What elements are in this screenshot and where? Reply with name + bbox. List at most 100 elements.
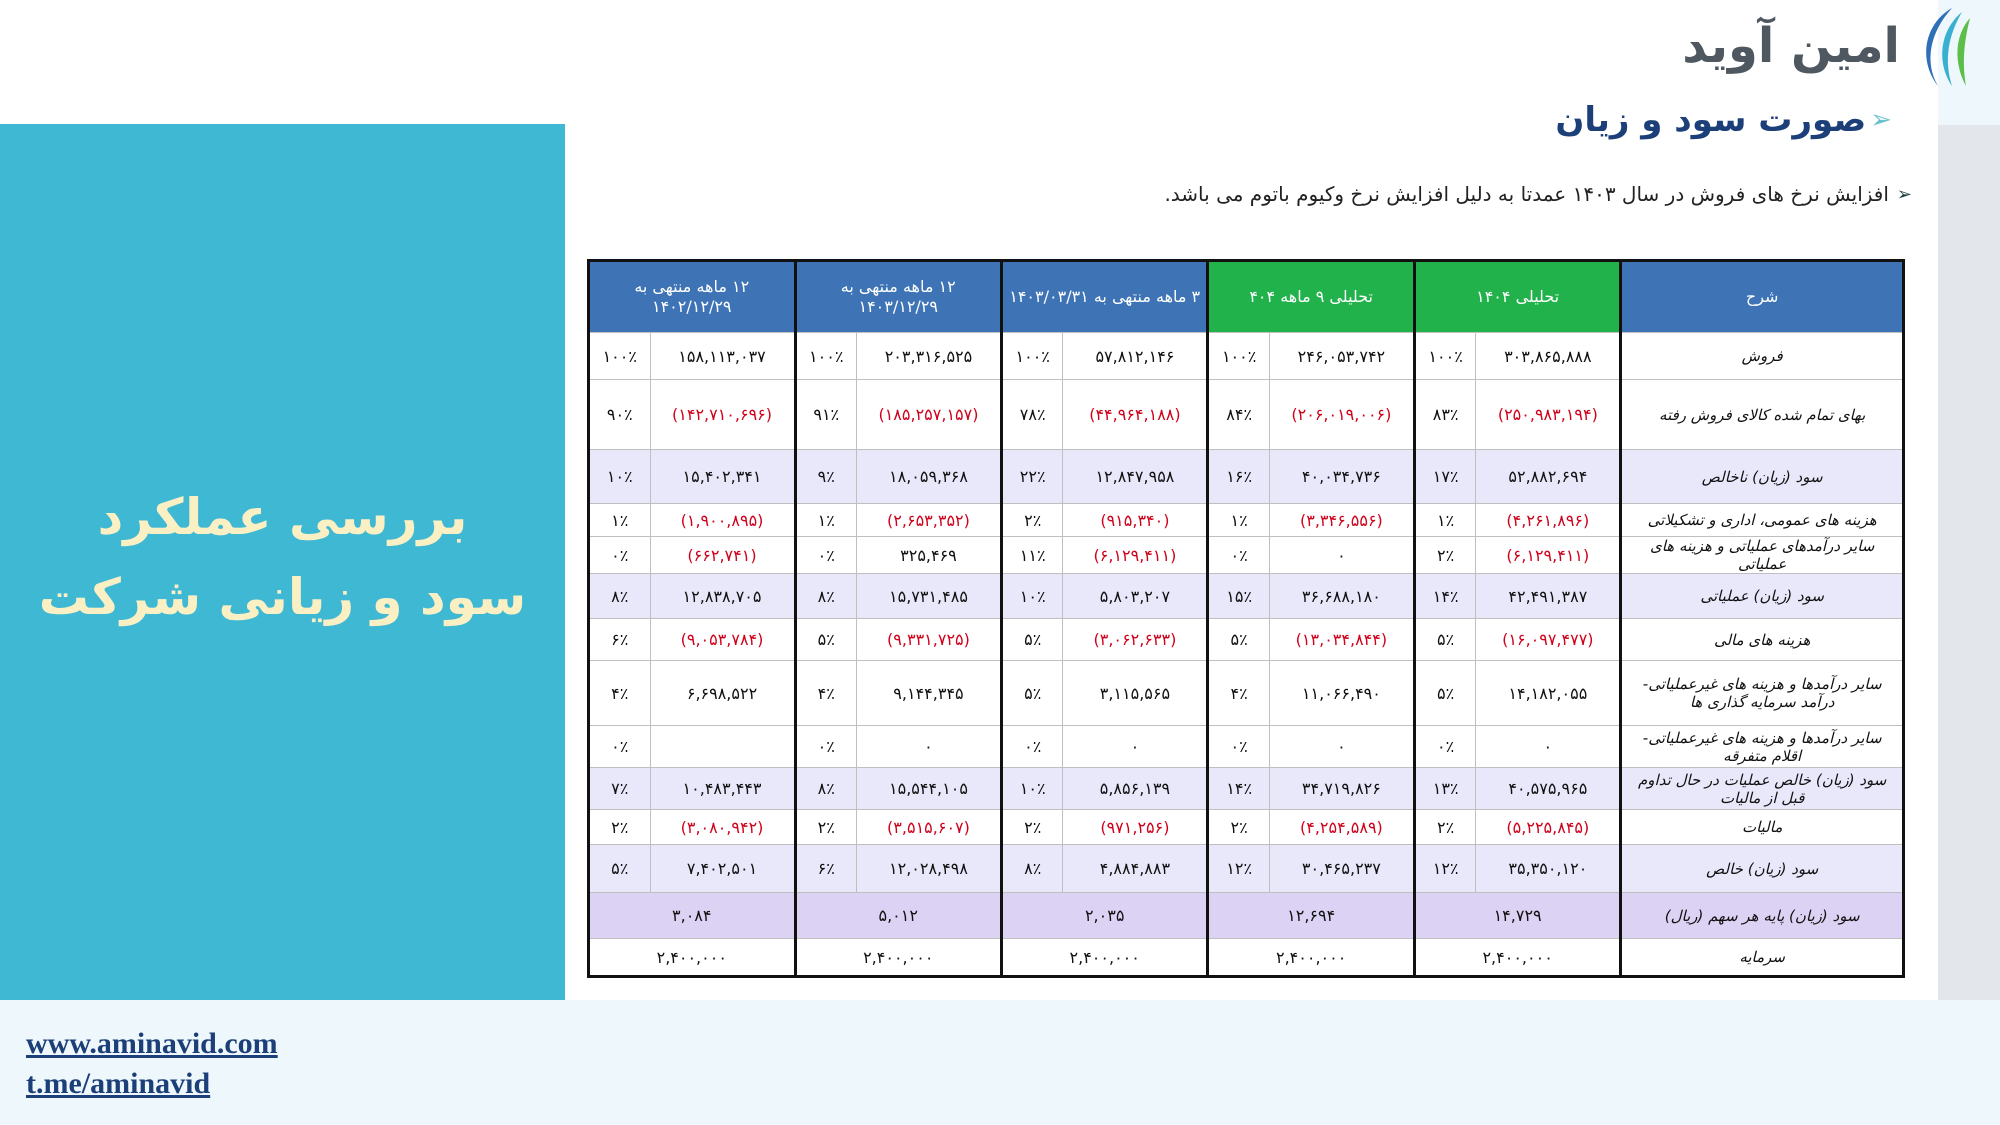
value-cell: ۳۶,۶۸۸,۱۸۰ (1268, 573, 1416, 619)
value-cell: (۳,۰۶۲,۶۳۳) (1062, 618, 1210, 661)
percent-cell: ۴٪ (588, 660, 651, 726)
value-cell: ۳۰۳,۸۶۵,۸۸۸ (1475, 332, 1623, 380)
value-cell: ۶,۶۹۸,۵۲۲ (649, 660, 797, 726)
value-cell: (۲۵۰,۹۸۳,۱۹۴) (1475, 379, 1623, 450)
value-cell: ۳۲۵,۴۶۹ (855, 536, 1003, 574)
capital-value: ۲,۴۰۰,۰۰۰ (1207, 938, 1416, 977)
percent-cell: ۹٪ (794, 449, 857, 504)
eps-row: سود (زیان) پایه هر سهم (ریال) ۱۴,۷۲۹ ۱۲,۶۹… (588, 892, 1904, 939)
value-cell: (۹۷۱,۲۵۶) (1062, 809, 1210, 845)
percent-cell: ۵٪ (1413, 618, 1477, 661)
value-cell: ۳,۱۱۵,۵۶۵ (1062, 660, 1210, 726)
value-cell: ۱۲,۸۳۸,۷۰۵ (649, 573, 797, 619)
footer-links: www.aminavid.com t.me/aminavid (26, 1024, 278, 1104)
arrow-bullet-icon: ➢ (1896, 183, 1912, 205)
percent-cell: ۱۶٪ (1207, 449, 1270, 504)
row-label: سود (زیان) خالص عملیات در حال تداوم قبل … (1620, 767, 1904, 810)
percent-cell: ۱۱٪ (1000, 536, 1064, 574)
table-row: سایر درآمدها و هزینه های غیرعملیاتی- درآ… (588, 660, 1904, 726)
value-cell: (۶,۱۲۹,۴۱۱) (1475, 536, 1623, 574)
row-label: سود (زیان) ناخالص (1620, 449, 1904, 504)
table-row: سایر درآمدها و هزینه های غیرعملیاتی- اقل… (588, 725, 1904, 768)
row-label: فروش (1620, 332, 1904, 380)
website-link[interactable]: www.aminavid.com (26, 1027, 278, 1060)
eps-value: ۱۲,۶۹۴ (1207, 892, 1416, 939)
header-col-1404: تحلیلی ۱۴۰۴ (1413, 260, 1623, 333)
percent-cell: ۱۰۰٪ (588, 332, 651, 380)
table-row: سود (زیان) خالص ۳۵,۳۵۰,۱۲۰ ۱۲٪ ۳۰,۴۶۵,۲۳۷ ۱۲… (588, 844, 1904, 893)
value-cell: ۱۲,۸۴۷,۹۵۸ (1062, 449, 1210, 504)
percent-cell: ۰٪ (794, 536, 857, 574)
value-cell: ۵,۸۰۳,۲۰۷ (1062, 573, 1210, 619)
value-cell: ۲۴۶,۰۵۳,۷۴۲ (1268, 332, 1416, 380)
eps-value: ۱۴,۷۲۹ (1413, 892, 1623, 939)
value-cell: ۱۵,۷۳۱,۴۸۵ (855, 573, 1003, 619)
header-col-9m-1404: تحلیلی ۹ ماهه ۴۰۴ (1207, 260, 1416, 333)
capital-value: ۲,۴۰۰,۰۰۰ (1000, 938, 1210, 977)
percent-cell: ۰٪ (794, 725, 857, 768)
capital-value: ۲,۴۰۰,۰۰۰ (588, 938, 797, 977)
percent-cell: ۹۰٪ (588, 379, 651, 450)
table-row: فروش ۳۰۳,۸۶۵,۸۸۸ ۱۰۰٪ ۲۴۶,۰۵۳,۷۴۲ ۱۰۰٪ ۵۷,۸۱۲… (588, 332, 1904, 380)
percent-cell: ۱۴٪ (1413, 573, 1477, 619)
percent-cell: ۲٪ (1413, 536, 1477, 574)
row-label: سایر درآمدها و هزینه های غیرعملیاتی- اقل… (1620, 725, 1904, 768)
value-cell: (۱۳,۰۳۴,۸۴۴) (1268, 618, 1416, 661)
percent-cell: ۱٪ (1207, 503, 1270, 537)
percent-cell: ۰٪ (1207, 725, 1270, 768)
value-cell: ۰ (1062, 725, 1210, 768)
capital-value: ۲,۴۰۰,۰۰۰ (1413, 938, 1623, 977)
value-cell: (۹۱۵,۳۴۰) (1062, 503, 1210, 537)
arrow-icon: ➢ (1870, 105, 1892, 135)
percent-cell: ۸٪ (1000, 844, 1064, 893)
percent-cell: ۰٪ (588, 536, 651, 574)
table-row: بهای تمام شده کالای فروش رفته (۲۵۰,۹۸۳,۱۹… (588, 379, 1904, 450)
percent-cell: ۱٪ (1413, 503, 1477, 537)
value-cell: ۴۰,۰۳۴,۷۳۶ (1268, 449, 1416, 504)
percent-cell: ۰٪ (1413, 725, 1477, 768)
value-cell: ۳۵,۳۵۰,۱۲۰ (1475, 844, 1623, 893)
value-cell: ۴,۸۸۴,۸۸۳ (1062, 844, 1210, 893)
percent-cell: ۸٪ (794, 573, 857, 619)
note-line: ➢ افزایش نرخ های فروش در سال ۱۴۰۳ عمدتا … (1164, 182, 1912, 206)
value-cell: (۱,۹۰۰,۸۹۵) (649, 503, 797, 537)
header-col-12m-1402: ۱۲ ماهه منتهی به ۱۴۰۲/۱۲/۲۹ (588, 260, 797, 333)
percent-cell: ۱۰۰٪ (1413, 332, 1477, 380)
value-cell: ۱۴,۱۸۲,۰۵۵ (1475, 660, 1623, 726)
percent-cell: ۲٪ (588, 809, 651, 845)
value-cell: ۱۵,۵۴۴,۱۰۵ (855, 767, 1003, 810)
table-row: سایر درآمدهای عملیاتی و هزینه های عملیات… (588, 536, 1904, 574)
percent-cell: ۱۲٪ (1413, 844, 1477, 893)
value-cell: ۵۲,۸۸۲,۶۹۴ (1475, 449, 1623, 504)
percent-cell: ۰٪ (588, 725, 651, 768)
table-row: هزینه های عمومی، اداری و تشکیلاتی (۴,۲۶۱,… (588, 503, 1904, 537)
value-cell: (۳,۰۸۰,۹۴۲) (649, 809, 797, 845)
side-title-line2: سود و زیانی شرکت (38, 568, 527, 626)
percent-cell: ۵٪ (1000, 618, 1064, 661)
percent-cell: ۰٪ (1000, 725, 1064, 768)
percent-cell: ۱۵٪ (1207, 573, 1270, 619)
percent-cell: ۱۲٪ (1207, 844, 1270, 893)
value-cell: (۴۴,۹۶۴,۱۸۸) (1062, 379, 1210, 450)
value-cell: ۴۰,۵۷۵,۹۶۵ (1475, 767, 1623, 810)
row-label: سود (زیان) عملیاتی (1620, 573, 1904, 619)
header-col-12m-1403: ۱۲ ماهه منتهی به ۱۴۰۳/۱۲/۲۹ (794, 260, 1003, 333)
row-label: سود (زیان) پایه هر سهم (ریال) (1620, 892, 1904, 939)
note-text: افزایش نرخ های فروش در سال ۱۴۰۳ عمدتا به… (1164, 182, 1889, 206)
percent-cell: ۲۲٪ (1000, 449, 1064, 504)
value-cell: ۱۱,۰۶۶,۴۹۰ (1268, 660, 1416, 726)
value-cell: (۴,۲۶۱,۸۹۶) (1475, 503, 1623, 537)
value-cell: ۳۰,۴۶۵,۲۳۷ (1268, 844, 1416, 893)
percent-cell: ۵٪ (588, 844, 651, 893)
side-title-panel: بررسی عملکرد سود و زیانی شرکت (0, 124, 565, 1000)
percent-cell: ۱٪ (588, 503, 651, 537)
telegram-link[interactable]: t.me/aminavid (26, 1067, 211, 1100)
value-cell: ۱۲,۰۲۸,۴۹۸ (855, 844, 1003, 893)
value-cell: ۰ (1268, 536, 1416, 574)
percent-cell: ۰٪ (1207, 536, 1270, 574)
percent-cell: ۱۰٪ (1000, 573, 1064, 619)
value-cell: ۱۵۸,۱۱۳,۰۳۷ (649, 332, 797, 380)
logo-text: امین آوید (1682, 18, 1900, 74)
eps-value: ۵,۰۱۲ (794, 892, 1003, 939)
row-label: مالیات (1620, 809, 1904, 845)
